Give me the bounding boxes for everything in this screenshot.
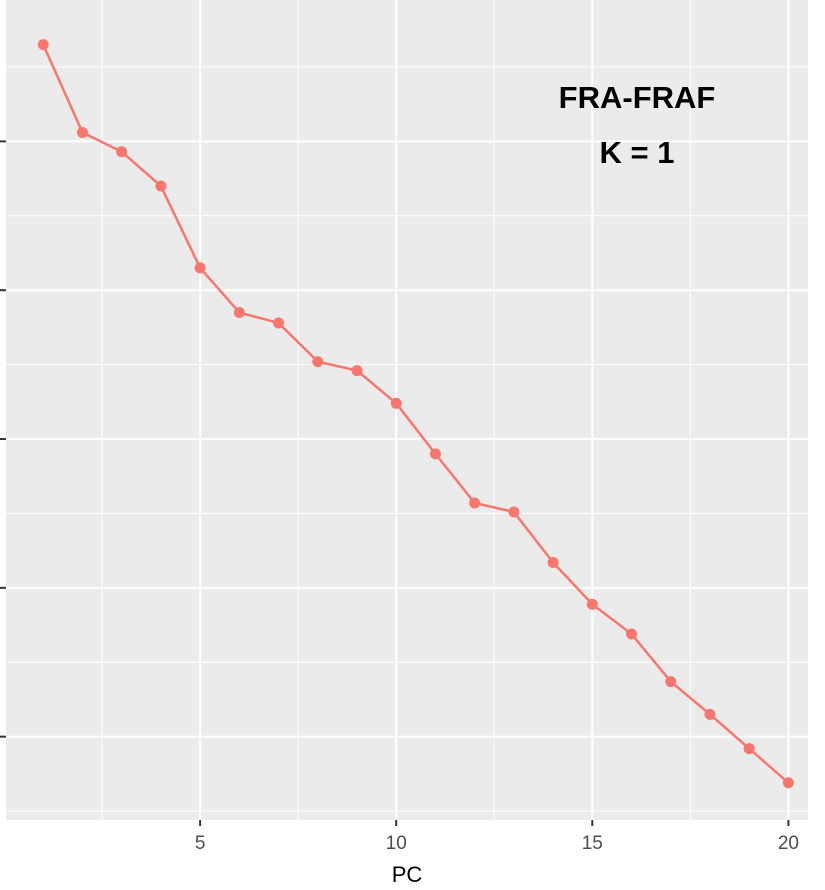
point [76, 126, 88, 138]
annotation: K = 1 [600, 135, 675, 170]
point [626, 628, 638, 640]
point [743, 743, 755, 755]
point [155, 180, 167, 192]
point [429, 448, 441, 460]
point [782, 777, 794, 789]
point [704, 708, 716, 720]
point [351, 365, 363, 377]
annotation: FRA-FRAF [559, 80, 716, 115]
x-tick-label: 20 [778, 833, 799, 854]
point [665, 676, 677, 688]
point [312, 356, 324, 368]
x-tick-label: 15 [582, 833, 603, 854]
x-tick-label: 10 [386, 833, 407, 854]
point [469, 497, 481, 509]
point [547, 557, 559, 569]
point [37, 39, 49, 51]
point [273, 317, 285, 329]
line [42, 44, 790, 784]
point [508, 506, 520, 518]
x-axis-label: PC [392, 862, 423, 887]
point [233, 307, 245, 319]
point [390, 397, 402, 409]
point [116, 146, 128, 158]
point [194, 262, 206, 274]
point [586, 598, 598, 610]
x-tick-label: 5 [195, 833, 206, 854]
